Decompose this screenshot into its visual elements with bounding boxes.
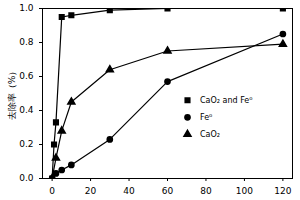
svg-text:0.4: 0.4 bbox=[19, 105, 34, 115]
svg-text:80: 80 bbox=[200, 186, 212, 196]
svg-text:120: 120 bbox=[274, 186, 291, 196]
svg-text:0.8: 0.8 bbox=[19, 37, 34, 47]
svg-text:60: 60 bbox=[162, 186, 174, 196]
svg-text:1.0: 1.0 bbox=[19, 3, 34, 13]
svg-text:0.6: 0.6 bbox=[19, 71, 34, 81]
svg-text:40: 40 bbox=[123, 186, 135, 196]
svg-text:0: 0 bbox=[49, 186, 55, 196]
svg-text:100: 100 bbox=[236, 186, 253, 196]
svg-text:CaO₂: CaO₂ bbox=[200, 130, 220, 139]
svg-text:CaO₂ and Fe⁰: CaO₂ and Fe⁰ bbox=[200, 96, 252, 105]
svg-text:0.0: 0.0 bbox=[19, 173, 34, 183]
svg-text:去除率（%）: 去除率（%） bbox=[7, 67, 17, 121]
svg-text:20: 20 bbox=[85, 186, 97, 196]
svg-text:0.2: 0.2 bbox=[19, 139, 33, 149]
svg-text:Fe⁰: Fe⁰ bbox=[200, 113, 212, 122]
